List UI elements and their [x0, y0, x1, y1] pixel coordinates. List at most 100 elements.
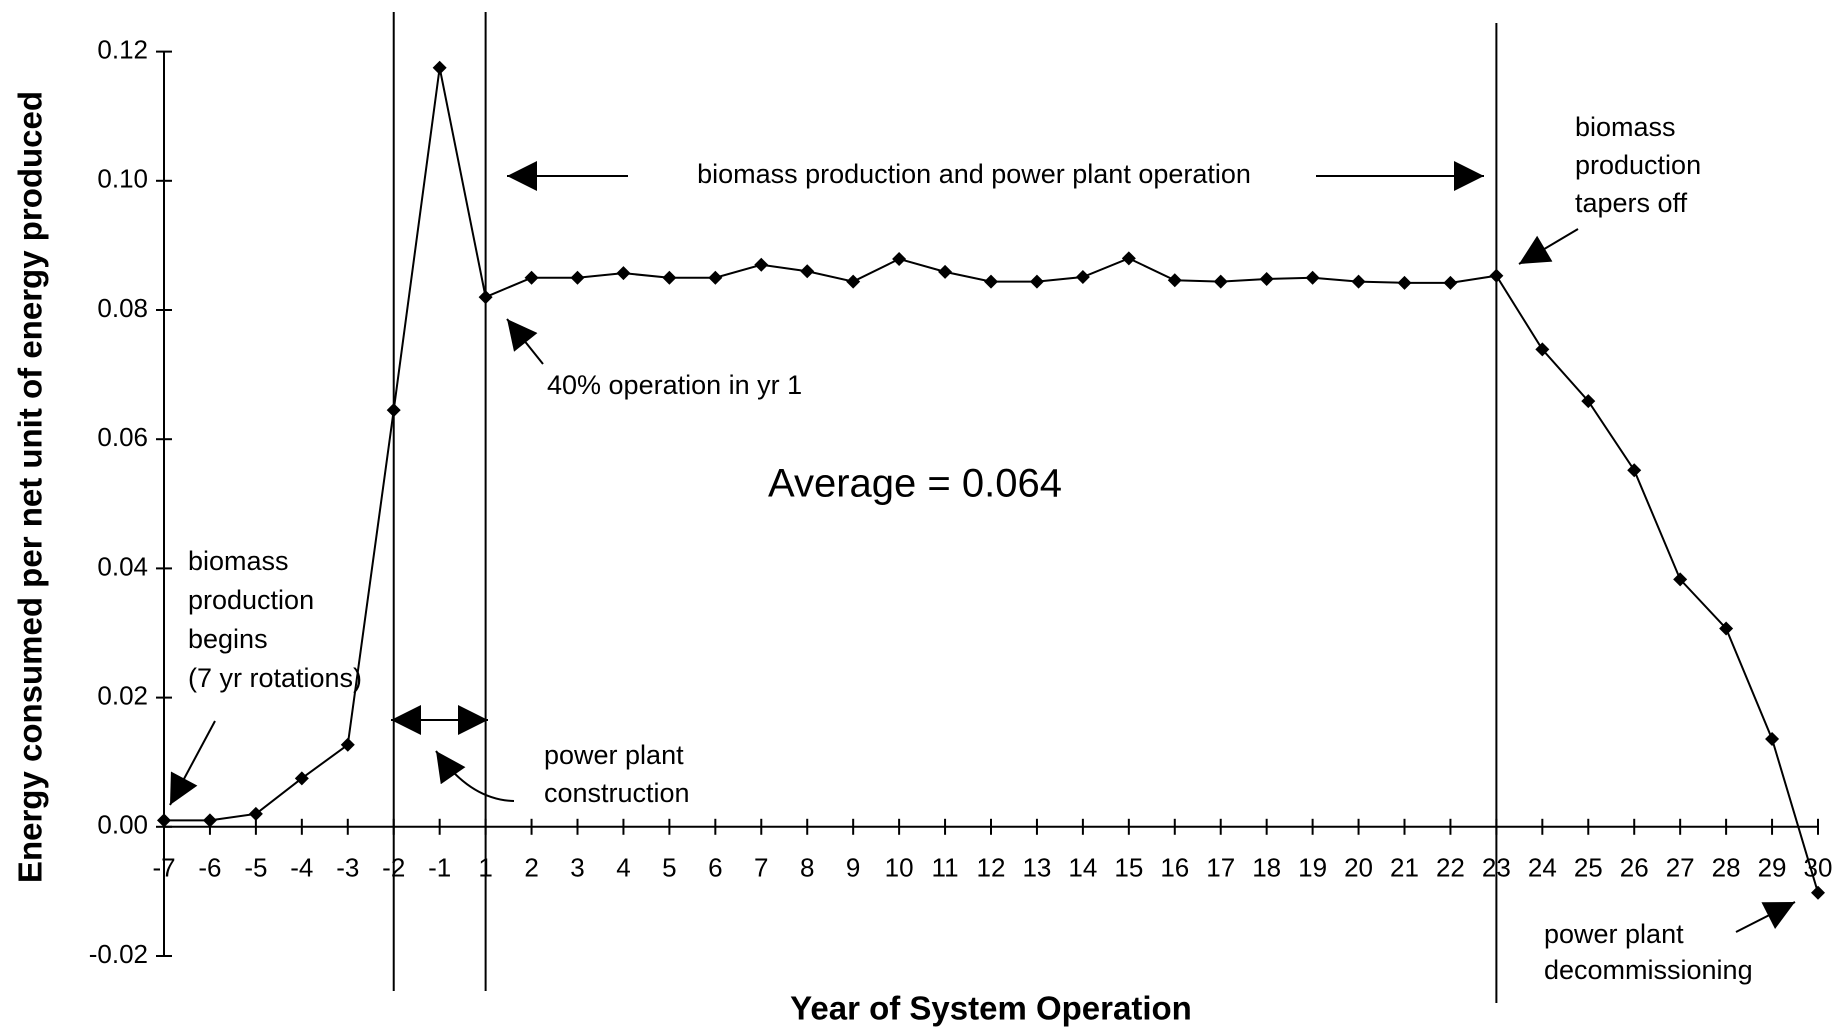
- x-tick-label: 14: [1068, 853, 1097, 883]
- point: [800, 264, 815, 279]
- annotation: production: [1575, 150, 1701, 180]
- x-tick-label: 16: [1160, 853, 1189, 883]
- point: [1351, 274, 1366, 289]
- point: [984, 274, 998, 289]
- point: [1489, 268, 1504, 283]
- x-tick-label: 27: [1666, 853, 1695, 883]
- x-tick-label: 24: [1528, 853, 1557, 883]
- point: [248, 806, 263, 821]
- arrow: [1735, 901, 1796, 933]
- x-tick-label: 2: [524, 853, 538, 883]
- annotation: begins: [188, 624, 268, 654]
- x-tick-label: 28: [1712, 853, 1741, 883]
- point: [1673, 572, 1688, 587]
- y-tick-label: 0.00: [97, 810, 148, 840]
- y-axis-title: Energy consumed per net unit of energy p…: [12, 91, 49, 883]
- x-tick-label: 19: [1298, 853, 1327, 883]
- arrow: [435, 750, 515, 802]
- x-tick-label: 10: [885, 853, 914, 883]
- x-tick-label: 6: [708, 853, 722, 883]
- x-tick-label: 13: [1022, 853, 1051, 883]
- point: [938, 264, 953, 279]
- x-tick-label: 18: [1252, 853, 1281, 883]
- point: [754, 257, 769, 272]
- point: [294, 771, 309, 786]
- annotation: biomass production and power plant opera…: [697, 159, 1251, 189]
- point: [1029, 274, 1044, 289]
- x-tick-label: 8: [800, 853, 814, 883]
- point: [1121, 251, 1136, 266]
- x-tick-label: 7: [754, 853, 768, 883]
- point: [1443, 275, 1458, 290]
- point: [157, 813, 171, 828]
- arrows: [169, 161, 1796, 933]
- point: [616, 266, 631, 281]
- x-tick-label: -1: [428, 853, 451, 883]
- x-tick-label: 11: [932, 853, 959, 883]
- point: [1167, 273, 1182, 288]
- annotation: construction: [544, 778, 690, 808]
- x-tick-label: 26: [1620, 853, 1649, 883]
- point: [1627, 463, 1642, 478]
- annotation: biomass: [188, 546, 289, 576]
- annotation: (7 yr rotations): [188, 663, 362, 693]
- x-tick-label: 22: [1436, 853, 1465, 883]
- y-tick-label: -0.02: [89, 939, 148, 969]
- x-tick-label: -4: [290, 853, 313, 883]
- point: [846, 274, 861, 289]
- point: [432, 60, 447, 75]
- x-tick-label: 4: [616, 853, 630, 883]
- point: [202, 813, 217, 828]
- arrow: [1518, 228, 1579, 265]
- point: [1581, 394, 1596, 409]
- x-tick-label: 9: [846, 853, 860, 883]
- x-tick-label: 15: [1114, 853, 1143, 883]
- annotation: decommissioning: [1544, 955, 1753, 985]
- x-tick-label: 3: [570, 853, 584, 883]
- point: [708, 270, 723, 285]
- annotation: tapers off: [1575, 188, 1688, 218]
- point: [570, 270, 585, 285]
- y-tick-label: 0.02: [97, 680, 148, 710]
- annotation: power plant: [544, 740, 684, 770]
- y-tick-label: 0.10: [97, 164, 148, 194]
- annotation: Average = 0.064: [768, 462, 1062, 506]
- point: [1397, 275, 1412, 290]
- point: [662, 270, 677, 285]
- point: [1259, 271, 1274, 286]
- x-tick-label: 17: [1206, 853, 1235, 883]
- y-tick-label: 0.08: [97, 293, 148, 323]
- x-tick-label: -3: [336, 853, 359, 883]
- annotation: production: [188, 585, 314, 615]
- x-tick-label: 5: [662, 853, 676, 883]
- point: [1535, 342, 1550, 357]
- x-tick-label: 25: [1574, 853, 1603, 883]
- point: [1305, 270, 1320, 285]
- point: [1811, 885, 1825, 900]
- annotation: power plant: [1544, 919, 1684, 949]
- x-tick-label: -6: [198, 853, 221, 883]
- x-tick-label: -5: [244, 853, 267, 883]
- annotation: 40% operation in yr 1: [547, 370, 802, 400]
- arrow: [169, 720, 216, 806]
- annotation: biomass: [1575, 112, 1676, 142]
- x-tick-label: 29: [1758, 853, 1787, 883]
- point: [386, 403, 401, 418]
- y-tick-label: 0.04: [97, 551, 148, 581]
- point: [1765, 731, 1780, 746]
- point: [524, 270, 539, 285]
- point: [1719, 621, 1734, 636]
- x-tick-label: 21: [1390, 853, 1419, 883]
- y-tick-label: 0.12: [97, 34, 148, 64]
- point: [1075, 270, 1090, 285]
- point: [892, 251, 907, 266]
- x-axis-title: Year of System Operation: [790, 990, 1192, 1027]
- x-tick-label: -7: [152, 853, 175, 883]
- x-tick-label: 12: [977, 853, 1006, 883]
- x-tick-label: 20: [1344, 853, 1373, 883]
- point: [1213, 274, 1228, 289]
- arrow: [506, 318, 544, 365]
- y-tick-label: 0.06: [97, 422, 148, 452]
- point: [340, 737, 355, 752]
